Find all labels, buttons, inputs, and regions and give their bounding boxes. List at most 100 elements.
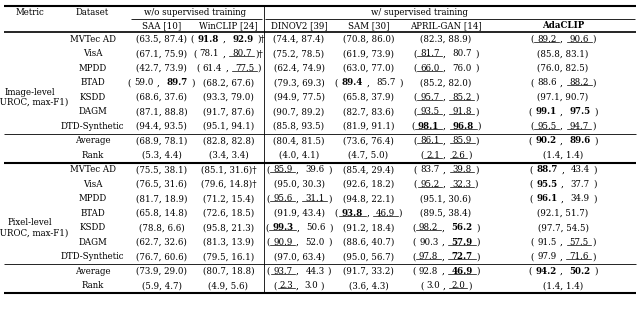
Text: (: ( — [412, 267, 415, 276]
Text: ,: , — [443, 107, 449, 116]
Text: (79.3, 69.3): (79.3, 69.3) — [274, 78, 324, 87]
Text: 99.1: 99.1 — [535, 107, 556, 116]
Text: 90.9: 90.9 — [273, 238, 292, 247]
Text: (5.3, 4.4): (5.3, 4.4) — [141, 151, 181, 160]
Text: 85.9: 85.9 — [273, 165, 292, 174]
Text: 95.7: 95.7 — [420, 93, 440, 102]
Text: 80.7: 80.7 — [232, 49, 252, 58]
Text: (62.4, 74.9): (62.4, 74.9) — [273, 64, 324, 73]
Text: (76.0, 82.5): (76.0, 82.5) — [538, 64, 589, 73]
Text: 89.7: 89.7 — [167, 78, 188, 87]
Text: ,: , — [560, 107, 566, 116]
Text: )†: )† — [255, 49, 264, 58]
Text: (: ( — [412, 238, 416, 247]
Text: ,: , — [560, 35, 566, 44]
Text: DINOV2 [39]: DINOV2 [39] — [271, 21, 328, 30]
Text: 91.8: 91.8 — [452, 107, 472, 116]
Text: 99.3: 99.3 — [272, 223, 293, 232]
Text: DTD-Synthetic: DTD-Synthetic — [61, 122, 124, 131]
Text: MVTec AD: MVTec AD — [70, 165, 115, 174]
Text: KSDD: KSDD — [79, 223, 106, 232]
Text: ): ) — [468, 281, 472, 290]
Text: ): ) — [399, 209, 402, 218]
Text: 2.1: 2.1 — [426, 151, 440, 160]
Text: Dataset: Dataset — [76, 8, 109, 17]
Text: 2.0: 2.0 — [451, 281, 465, 290]
Text: 86.1: 86.1 — [420, 136, 440, 145]
Text: (5.9, 4.7): (5.9, 4.7) — [141, 281, 182, 290]
Text: (: ( — [335, 209, 338, 218]
Text: (85.4, 29.4): (85.4, 29.4) — [343, 165, 394, 174]
Text: ): ) — [475, 107, 479, 116]
Text: (95.1, 94.1): (95.1, 94.1) — [203, 122, 254, 131]
Text: (81.9, 91.1): (81.9, 91.1) — [343, 122, 394, 131]
Text: (91.7, 87.6): (91.7, 87.6) — [203, 107, 254, 116]
Text: ): ) — [592, 122, 595, 131]
Text: 2.3: 2.3 — [280, 281, 293, 290]
Text: 57.5: 57.5 — [570, 238, 589, 247]
Text: ): ) — [475, 136, 479, 145]
Text: ): ) — [593, 180, 596, 189]
Text: 83.7: 83.7 — [420, 165, 440, 174]
Text: (42.7, 73.9): (42.7, 73.9) — [136, 64, 187, 73]
Text: ,: , — [561, 180, 567, 189]
Text: (: ( — [528, 136, 531, 145]
Text: (73.9, 29.0): (73.9, 29.0) — [136, 267, 187, 276]
Text: 61.4: 61.4 — [203, 64, 222, 73]
Text: KSDD: KSDD — [79, 93, 106, 102]
Text: ,: , — [561, 194, 567, 203]
Text: 94.7: 94.7 — [570, 122, 589, 131]
Text: (: ( — [193, 49, 196, 58]
Text: (91.7, 33.2): (91.7, 33.2) — [343, 267, 394, 276]
Text: ,: , — [223, 49, 228, 58]
Text: ): ) — [257, 64, 261, 73]
Text: (: ( — [529, 180, 533, 189]
Text: ,: , — [443, 136, 449, 145]
Text: ): ) — [595, 107, 598, 116]
Text: (76.7, 60.6): (76.7, 60.6) — [136, 252, 187, 261]
Text: (: ( — [529, 194, 532, 203]
Text: 96.8: 96.8 — [452, 122, 474, 131]
Text: ,: , — [443, 281, 449, 290]
Text: (72.6, 18.5): (72.6, 18.5) — [203, 209, 254, 218]
Text: (4.0, 4.1): (4.0, 4.1) — [279, 151, 319, 160]
Text: 90.2: 90.2 — [535, 136, 556, 145]
Text: SAM [30]: SAM [30] — [348, 21, 389, 30]
Text: 85.9: 85.9 — [452, 136, 472, 145]
Text: (65.8, 37.9): (65.8, 37.9) — [343, 93, 394, 102]
Text: 93.7: 93.7 — [273, 267, 292, 276]
Text: ): ) — [475, 93, 479, 102]
Text: ): ) — [592, 252, 595, 261]
Text: 71.6: 71.6 — [570, 252, 589, 261]
Text: ,: , — [296, 267, 301, 276]
Text: 88.7: 88.7 — [536, 165, 557, 174]
Text: MVTec AD: MVTec AD — [70, 35, 115, 44]
Text: (68.9, 78.1): (68.9, 78.1) — [136, 136, 187, 145]
Text: (3.6, 4.3): (3.6, 4.3) — [349, 281, 388, 290]
Text: (63.5, 87.4): (63.5, 87.4) — [136, 35, 187, 44]
Text: 88.6: 88.6 — [537, 78, 556, 87]
Text: 81.7: 81.7 — [420, 49, 440, 58]
Text: Rank: Rank — [81, 281, 104, 290]
Text: (92.1, 51.7): (92.1, 51.7) — [538, 209, 589, 218]
Text: 43.4: 43.4 — [571, 165, 590, 174]
Text: Pixel-level
(AUROC, max-F1): Pixel-level (AUROC, max-F1) — [0, 218, 68, 237]
Text: (: ( — [528, 267, 531, 276]
Text: (76.5, 31.6): (76.5, 31.6) — [136, 180, 187, 189]
Text: (: ( — [267, 165, 270, 174]
Text: ): ) — [328, 238, 332, 247]
Text: (: ( — [266, 194, 270, 203]
Text: ,: , — [223, 35, 228, 44]
Text: ): ) — [593, 194, 596, 203]
Text: (: ( — [413, 49, 417, 58]
Text: ): ) — [592, 238, 595, 247]
Text: ): ) — [476, 252, 480, 261]
Text: ,: , — [442, 252, 447, 261]
Text: (68.6, 37.6): (68.6, 37.6) — [136, 93, 187, 102]
Text: 88.2: 88.2 — [570, 78, 589, 87]
Text: (95.0, 30.3): (95.0, 30.3) — [273, 180, 324, 189]
Text: (95.8, 21.3): (95.8, 21.3) — [203, 223, 254, 232]
Text: (87.1, 88.8): (87.1, 88.8) — [136, 107, 188, 116]
Text: ,: , — [226, 64, 231, 73]
Text: (: ( — [529, 165, 532, 174]
